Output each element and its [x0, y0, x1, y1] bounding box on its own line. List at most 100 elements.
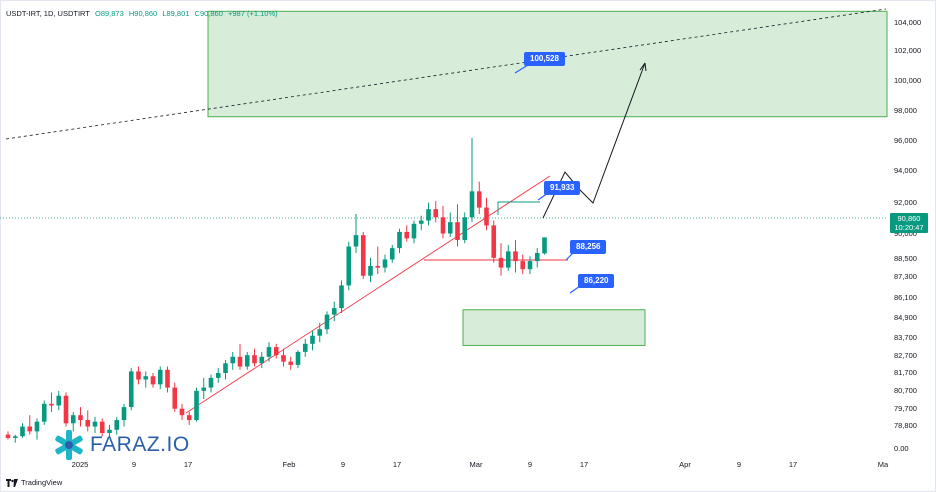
candle-body: [397, 231, 402, 249]
demand-zone: [462, 309, 646, 346]
y-tick-label: 80,700: [894, 386, 917, 395]
candle-body: [266, 347, 272, 357]
candle-body: [505, 251, 511, 268]
candle-body: [252, 355, 257, 364]
x-tick-label: 17: [393, 460, 401, 469]
candle-body: [440, 217, 446, 234]
y-tick-label: 94,000: [894, 166, 917, 175]
candle-body: [527, 261, 533, 270]
demand-callout[interactable]: 86,220: [578, 274, 615, 288]
candle-body: [542, 237, 547, 254]
y-tick-label: 0.00: [894, 444, 909, 453]
candle-body: [179, 408, 185, 416]
y-tick-label: 96,000: [894, 136, 917, 145]
candle-body: [339, 285, 344, 309]
candle-body: [165, 369, 170, 388]
candle-body: [34, 421, 40, 432]
projection-arrowhead: [639, 62, 647, 72]
candle-body: [534, 252, 540, 262]
candle-body: [317, 329, 323, 336]
resistance-callout[interactable]: 91,933: [544, 181, 581, 195]
candle-body: [237, 356, 243, 367]
candle-body: [375, 265, 381, 268]
candle-body: [382, 259, 388, 268]
faraz-logo-icon: [55, 430, 83, 460]
target-callout-pointer: [514, 64, 529, 74]
target-callout[interactable]: 100,528: [524, 52, 565, 66]
candle-body: [201, 387, 207, 391]
candle-body: [107, 429, 112, 434]
symbol-title: USDT-IRT, 1D, USDTIRT: [6, 9, 90, 18]
tradingview-label: TradingView: [21, 478, 63, 487]
candle-body: [404, 231, 410, 239]
open-value: O89,873: [95, 9, 124, 18]
x-tick-label: 17: [789, 460, 797, 469]
candle-body: [295, 351, 301, 365]
candle-body: [215, 373, 221, 378]
candle-body: [389, 248, 395, 260]
candle-body: [136, 371, 141, 380]
y-tick-label: 87,300: [894, 272, 917, 281]
y-tick-label: 98,000: [894, 106, 917, 115]
candle-body: [411, 223, 417, 239]
candle-body: [288, 361, 294, 365]
candle-body: [273, 347, 279, 356]
candle-body: [259, 356, 265, 364]
bar-countdown: 10:20:47: [894, 223, 924, 232]
candle-body: [520, 261, 526, 270]
candle-body: [41, 403, 47, 422]
candle-body: [20, 426, 25, 437]
candle-body: [310, 335, 315, 344]
candle-body: [85, 420, 91, 427]
candle-body: [172, 387, 178, 409]
candle-body: [324, 314, 330, 330]
candle-body: [433, 209, 439, 218]
x-tick-label: 17: [580, 460, 588, 469]
low-value: L89,801: [162, 9, 190, 18]
y-tick-label: 82,700: [894, 351, 917, 360]
candle-body: [186, 415, 192, 421]
y-tick-label: 104,000: [894, 18, 921, 27]
x-tick-label: 9: [528, 460, 532, 469]
candle-body: [5, 434, 11, 438]
candle-body: [418, 220, 424, 224]
candle-body: [230, 356, 236, 364]
candle-body: [128, 371, 134, 408]
candle-body: [462, 217, 468, 241]
current-price-value: 90,860: [897, 214, 921, 223]
y-tick-label: 83,700: [894, 333, 917, 342]
candle-body: [121, 407, 127, 421]
tradingview-logo[interactable]: TradingView: [6, 478, 62, 487]
x-tick-label: Apr: [679, 460, 691, 469]
x-tick-label: 9: [341, 460, 345, 469]
y-tick-label: 81,700: [894, 368, 917, 377]
candle-body: [455, 222, 460, 241]
candle-body: [281, 355, 286, 362]
watermark-text: FARAZ.IO: [90, 433, 190, 456]
x-tick-label: Mar: [470, 460, 483, 469]
candle-body: [368, 265, 373, 276]
symbol-header: USDT-IRT, 1D, USDTIRT O89,873 H90,860 L8…: [6, 9, 281, 18]
x-tick-label: 9: [132, 460, 136, 469]
close-value: C90,860: [194, 9, 223, 18]
support-callout[interactable]: 88,256: [570, 240, 607, 254]
candle-body: [331, 308, 337, 315]
candle-body: [223, 363, 228, 374]
x-tick-label: 17: [184, 460, 192, 469]
candle-body: [12, 436, 18, 438]
candle-body: [114, 420, 120, 430]
candle-body: [513, 251, 518, 262]
y-tick-label: 88,500: [894, 254, 917, 263]
candle-body: [426, 209, 431, 221]
candle-body: [447, 222, 453, 234]
candle-body: [469, 191, 475, 218]
y-tick-label: 78,800: [894, 421, 917, 430]
candle-body: [92, 421, 98, 427]
y-tick-label: 79,700: [894, 404, 917, 413]
candle-body: [346, 246, 352, 286]
tradingview-icon: [6, 478, 18, 487]
y-tick-label: 90,000: [894, 229, 917, 238]
candle-body: [56, 395, 62, 406]
candle-body: [150, 376, 156, 385]
